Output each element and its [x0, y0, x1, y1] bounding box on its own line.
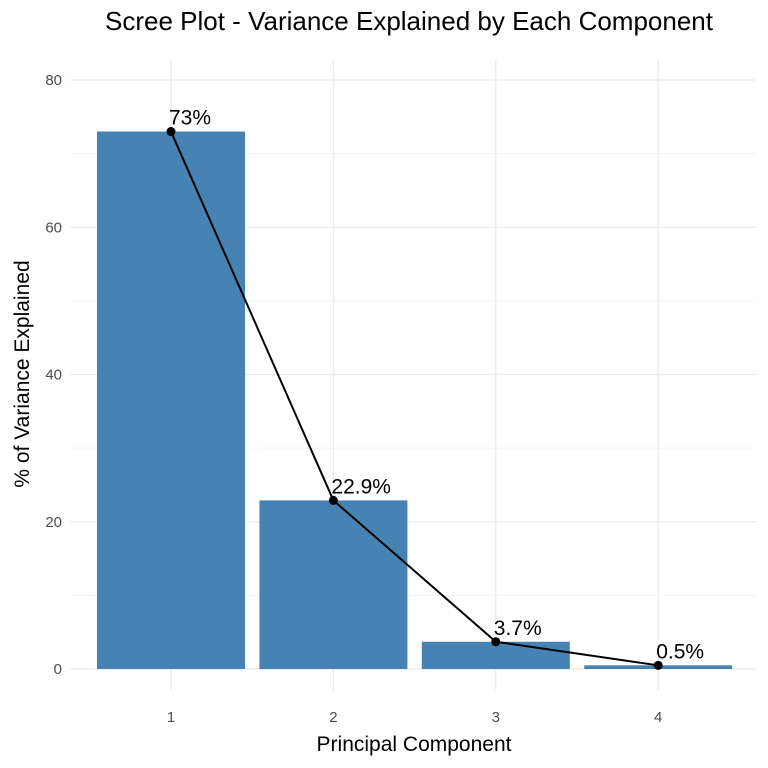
- point-component-3: [491, 637, 501, 647]
- y-tick-label: 80: [45, 72, 62, 89]
- y-tick-label: 0: [54, 661, 62, 678]
- chart-title: Scree Plot - Variance Explained by Each …: [105, 6, 714, 36]
- bar-component-3: [421, 641, 570, 669]
- y-axis-title: % of Variance Explained: [11, 260, 34, 487]
- point-component-4: [653, 660, 663, 670]
- variance-trend-line: [170, 131, 659, 667]
- bar-component-1: [97, 131, 245, 670]
- y-tick-labels: 0 20 40 60 80: [45, 72, 62, 678]
- y-tick-label: 20: [45, 514, 62, 531]
- data-label-component-4: 0.5%: [656, 640, 704, 663]
- points-group: [166, 127, 663, 670]
- y-tick-label: 40: [45, 367, 62, 384]
- bars-group: [97, 131, 733, 670]
- data-label-component-2: 22.9%: [331, 475, 391, 498]
- point-component-1: [166, 127, 176, 137]
- point-component-2: [328, 495, 338, 505]
- data-label-component-1: 73%: [169, 107, 211, 130]
- x-tick-label: 3: [492, 709, 500, 726]
- data-label-component-3: 3.7%: [494, 617, 542, 640]
- bar-component-2: [259, 500, 408, 669]
- x-tick-labels: 1 2 3 4: [167, 709, 663, 726]
- data-labels-group: 73% 22.9% 3.7% 0.5%: [169, 107, 704, 664]
- trend-line-group: [170, 131, 659, 667]
- x-axis-title: Principal Component: [317, 733, 512, 756]
- x-tick-label: 1: [167, 709, 175, 726]
- x-tick-label: 2: [329, 709, 337, 726]
- y-tick-label: 60: [45, 219, 62, 236]
- x-tick-label: 4: [654, 709, 662, 726]
